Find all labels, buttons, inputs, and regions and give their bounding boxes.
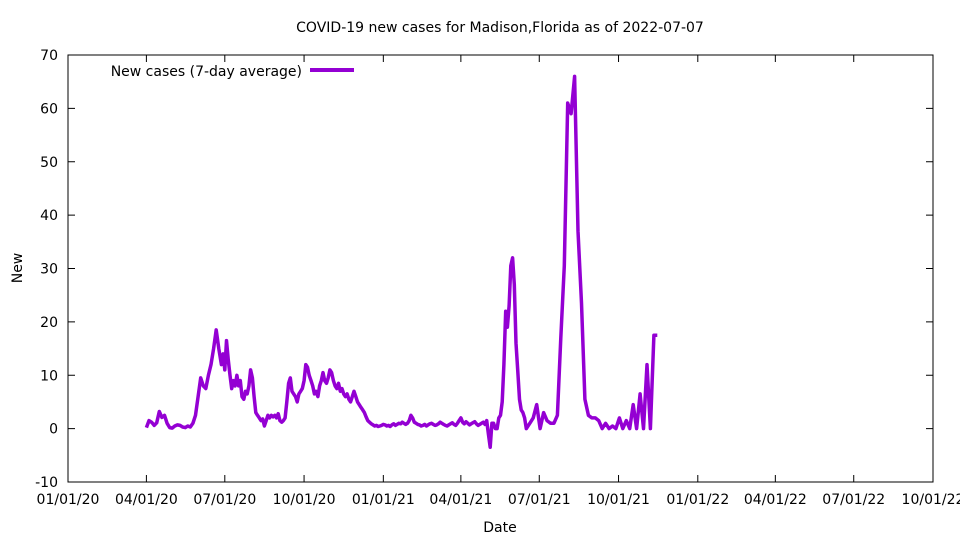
legend: New cases (7-day average): [111, 64, 354, 80]
series-layer: [144, 74, 658, 450]
x-tick-label: 07/01/20: [193, 492, 256, 508]
y-tick-label: 70: [40, 48, 58, 64]
x-axis-label: Date: [483, 520, 516, 536]
y-tick-labels: -10 0 10 20 30 40 50 60 70: [35, 48, 58, 491]
x-tick-label: 04/01/21: [429, 492, 492, 508]
y-tick-label: 50: [40, 155, 58, 171]
legend-label: New cases (7-day average): [111, 64, 302, 80]
x-tick-label: 10/01/20: [273, 492, 336, 508]
y-tick-label: 40: [40, 208, 58, 224]
y-tick-label: 30: [40, 262, 58, 278]
y-tick-label: 60: [40, 101, 58, 117]
x-tick-label: 10/01/21: [587, 492, 650, 508]
series-line-0: [144, 74, 658, 450]
x-tick-label: 07/01/22: [822, 492, 885, 508]
x-tick-label: 01/01/22: [666, 492, 729, 508]
x-tick-label: 07/01/21: [508, 492, 571, 508]
x-tick-label: 04/01/22: [744, 492, 807, 508]
plot-area-frame: [67, 54, 934, 483]
y-tick-label: 20: [40, 315, 58, 331]
y-tick-label: 0: [49, 422, 58, 438]
axis-ticks: [67, 54, 934, 483]
chart-title: COVID-19 new cases for Madison,Florida a…: [296, 20, 704, 36]
x-tick-labels: 01/01/20 04/01/20 07/01/20 10/01/20 01/01/21…: [37, 492, 960, 508]
x-tick-label: 01/01/21: [352, 492, 415, 508]
x-tick-label: 04/01/20: [115, 492, 178, 508]
y-tick-label: -10: [35, 475, 58, 491]
y-axis-label: New: [10, 253, 26, 284]
x-tick-label: 10/01/22: [902, 492, 960, 508]
y-tick-label: 10: [40, 368, 58, 384]
x-tick-label: 01/01/20: [37, 492, 100, 508]
